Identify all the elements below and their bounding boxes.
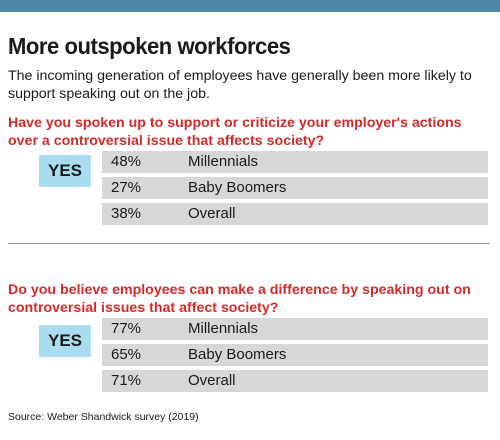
- page-title: More outspoken workforces: [8, 33, 291, 59]
- row-label: Millennials: [188, 320, 259, 337]
- row-percent: 77%: [111, 320, 142, 337]
- row-label: Overall: [188, 372, 236, 389]
- row-percent: 38%: [111, 205, 142, 222]
- result-row-1-2: 27% Baby Boomers: [102, 177, 488, 199]
- row-percent: 48%: [111, 153, 142, 170]
- result-row-1-3: 38% Overall: [102, 203, 488, 225]
- result-row-2-3: 71% Overall: [102, 370, 488, 392]
- result-row-2-2: 65% Baby Boomers: [102, 344, 488, 366]
- row-percent: 27%: [111, 179, 142, 196]
- top-accent-band: [0, 0, 500, 12]
- row-label: Overall: [188, 205, 236, 222]
- result-row-1-1: 48% Millennials: [102, 151, 488, 173]
- result-row-2-1: 77% Millennials: [102, 318, 488, 340]
- row-label: Millennials: [188, 153, 259, 170]
- row-percent: 71%: [111, 372, 142, 389]
- row-label: Baby Boomers: [188, 346, 287, 363]
- row-label: Baby Boomers: [188, 179, 287, 196]
- question-1: Have you spoken up to support or critici…: [8, 115, 462, 149]
- section-divider: [8, 243, 490, 244]
- row-percent: 65%: [111, 346, 142, 363]
- subtitle: The incoming generation of employees hav…: [8, 68, 472, 102]
- yes-badge-2: YES: [39, 325, 91, 357]
- question-2: Do you believe employees can make a diff…: [8, 282, 471, 316]
- yes-badge-1: YES: [39, 155, 91, 187]
- source-note: Source: Weber Shandwick survey (2019): [8, 411, 199, 423]
